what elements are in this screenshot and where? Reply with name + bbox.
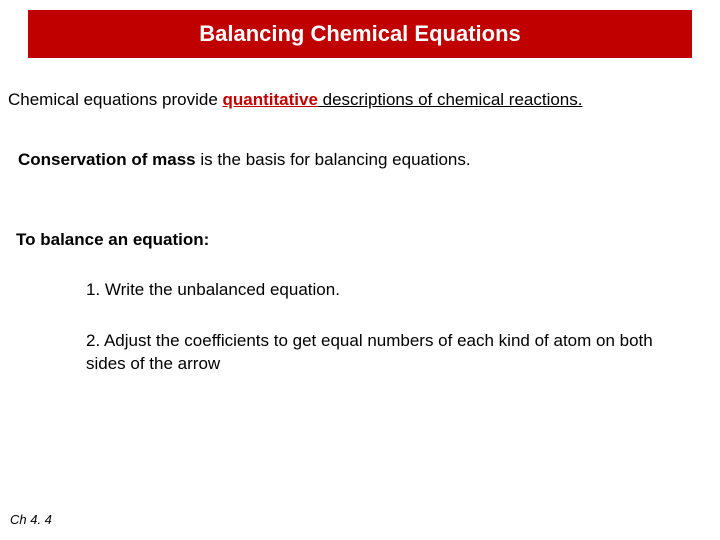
step-1: 1. Write the unbalanced equation. <box>86 280 340 300</box>
conservation-bold: Conservation of mass <box>18 150 196 169</box>
conservation-rest: is the basis for balancing equations. <box>196 150 471 169</box>
slide-title: Balancing Chemical Equations <box>199 21 521 47</box>
intro-line: Chemical equations provide quantitative … <box>8 90 582 110</box>
intro-suffix: descriptions of chemical reactions. <box>318 90 583 109</box>
conservation-line: Conservation of mass is the basis for ba… <box>18 150 471 170</box>
intro-prefix: Chemical equations provide <box>8 90 223 109</box>
chapter-footer: Ch 4. 4 <box>10 512 52 527</box>
to-balance-heading: To balance an equation: <box>16 230 209 250</box>
intro-accent: quantitative <box>223 90 318 109</box>
step-2: 2. Adjust the coefficients to get equal … <box>86 330 661 376</box>
slide: Balancing Chemical Equations Chemical eq… <box>0 0 720 540</box>
title-bar: Balancing Chemical Equations <box>28 10 692 58</box>
